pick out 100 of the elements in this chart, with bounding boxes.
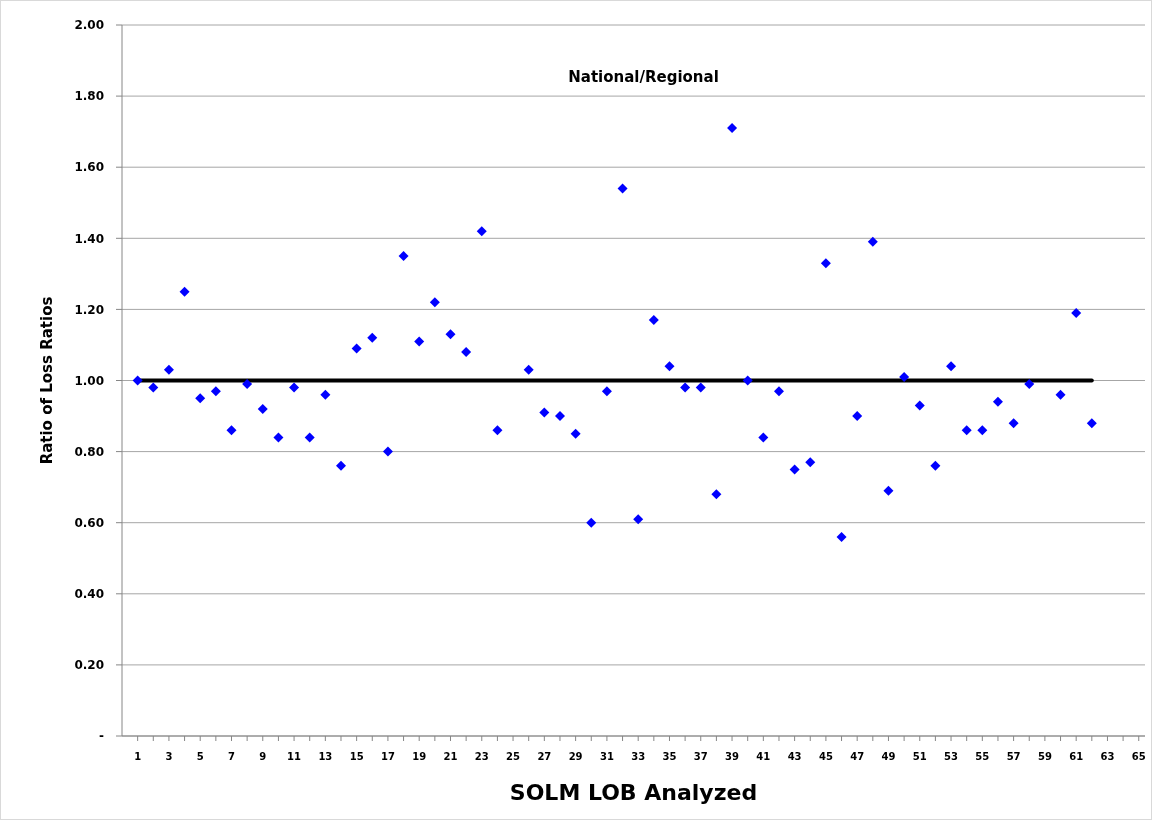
point	[742, 375, 753, 386]
point	[664, 361, 675, 372]
point	[695, 382, 706, 393]
x-tick-label: 35	[662, 751, 677, 762]
point	[554, 411, 565, 422]
x-tick-label: 39	[725, 751, 740, 762]
point	[867, 236, 878, 247]
x-tick-label: 53	[944, 751, 959, 762]
x-tick-label: 51	[912, 751, 927, 762]
point	[758, 432, 769, 443]
x-tick-label: 1	[134, 751, 142, 762]
point	[1086, 418, 1097, 429]
x-tick-label: 13	[318, 751, 333, 762]
point	[304, 432, 315, 443]
point	[273, 432, 284, 443]
x-tick-label: 61	[1069, 751, 1084, 762]
point	[680, 382, 691, 393]
x-tick-label: 63	[1100, 751, 1115, 762]
point	[242, 379, 253, 390]
x-tick-label: 27	[537, 751, 552, 762]
point	[1071, 307, 1082, 318]
point	[946, 361, 957, 372]
point	[883, 485, 894, 496]
point	[1008, 418, 1019, 429]
x-axis-title: SOLM LOB Analyzed	[509, 780, 758, 805]
point	[977, 425, 988, 436]
point	[445, 329, 456, 340]
point	[601, 386, 612, 397]
point	[320, 389, 331, 400]
point	[586, 517, 597, 528]
x-tick-label: 33	[631, 751, 646, 762]
x-tick-label: 55	[975, 751, 990, 762]
point	[1055, 389, 1066, 400]
x-tick-label: 21	[443, 751, 458, 762]
x-tick-label: 49	[881, 751, 896, 762]
point	[539, 407, 550, 418]
x-tick-label: 65	[1131, 751, 1146, 762]
x-tick-label: 41	[756, 751, 771, 762]
point	[899, 371, 910, 382]
point	[382, 446, 393, 457]
x-tick-label: 3	[165, 751, 173, 762]
y-tick-label: 1.40	[74, 231, 104, 246]
point	[805, 457, 816, 468]
point	[789, 464, 800, 475]
y-tick-label: 1.80	[74, 89, 104, 104]
point	[132, 375, 143, 386]
point	[773, 386, 784, 397]
point	[289, 382, 300, 393]
point	[414, 336, 425, 347]
point	[992, 396, 1003, 407]
point	[727, 123, 738, 134]
point	[820, 258, 831, 269]
x-tick-label: 31	[599, 751, 614, 762]
y-tick-label: -	[99, 729, 105, 744]
point	[914, 400, 925, 411]
x-tick-label: 15	[349, 751, 364, 762]
point	[711, 489, 722, 500]
point	[367, 332, 378, 343]
y-tick-label: 1.00	[74, 373, 104, 388]
y-tick-label: 1.60	[74, 160, 104, 175]
x-tick-label: 11	[287, 751, 302, 762]
y-tick-label: 0.80	[74, 444, 104, 459]
x-tick-label: 59	[1037, 751, 1052, 762]
point	[226, 425, 237, 436]
x-tick-label: 29	[568, 751, 583, 762]
point	[961, 425, 972, 436]
y-axis-title: Ratio of Loss Ratios	[38, 296, 56, 465]
point	[148, 382, 159, 393]
point	[210, 386, 221, 397]
point	[930, 460, 941, 471]
x-tick-label: 37	[693, 751, 708, 762]
x-tick-label: 9	[259, 751, 267, 762]
x-tick-label: 43	[787, 751, 802, 762]
point	[179, 286, 190, 297]
point	[257, 403, 268, 414]
point	[617, 183, 628, 194]
point	[429, 297, 440, 308]
point	[492, 425, 503, 436]
text: National/Regional	[568, 68, 719, 86]
x-tick-label: 25	[506, 751, 521, 762]
y-tick-label: 2.00	[74, 18, 104, 33]
y-tick-label: 0.40	[74, 587, 104, 601]
y-tick-label: 1.20	[74, 302, 104, 317]
x-tick-label: 45	[818, 751, 833, 762]
point	[195, 393, 206, 404]
point	[523, 364, 534, 375]
point	[476, 226, 487, 237]
point	[570, 428, 581, 439]
point	[648, 315, 659, 326]
point	[852, 411, 863, 422]
x-tick-label: 5	[196, 751, 204, 762]
point	[633, 514, 644, 525]
point	[461, 347, 472, 358]
x-tick-label: 19	[412, 751, 427, 762]
x-tick-label: 57	[1006, 751, 1021, 762]
point	[836, 531, 847, 542]
x-tick-label: 17	[380, 751, 395, 762]
point	[163, 364, 174, 375]
x-tick-label: 23	[474, 751, 489, 762]
y-tick-label: 0.60	[74, 515, 104, 530]
